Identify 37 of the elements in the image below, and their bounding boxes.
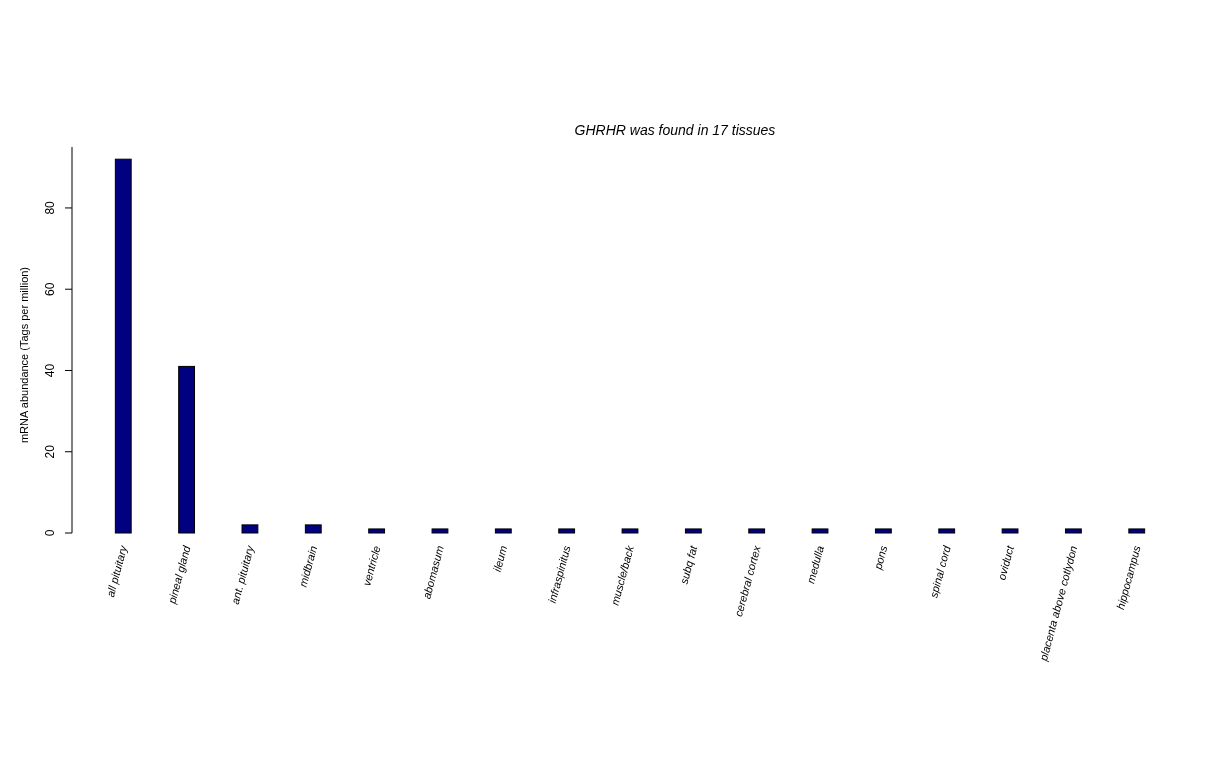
x-tick-label: ant. pituitary — [228, 542, 257, 606]
x-tick-label: placenta above cotlydon — [1036, 544, 1080, 664]
x-tick-label: medulla — [804, 544, 826, 585]
bar — [684, 528, 702, 534]
bar — [241, 524, 259, 534]
chart-title: GHRHR was found in 17 tissues — [574, 122, 776, 138]
bar — [874, 528, 892, 534]
x-tick-label: ventricle — [360, 544, 383, 588]
x-tick-label: midbrain — [296, 544, 320, 589]
y-tick-label: 60 — [43, 282, 57, 296]
x-tick-label: all pituitary — [103, 542, 130, 599]
x-tick-label: oviduct — [995, 543, 1017, 582]
x-tick-label: subq fat — [677, 543, 700, 586]
bar — [1128, 528, 1146, 534]
y-tick-label: 80 — [43, 200, 57, 215]
x-tick-label: cerebral cortex — [732, 543, 763, 618]
bar — [621, 528, 639, 534]
bar — [558, 528, 576, 534]
y-tick-label: 20 — [43, 444, 57, 459]
y-tick-label: 0 — [43, 529, 57, 537]
bar — [811, 528, 829, 534]
bar — [304, 524, 322, 534]
bar — [178, 365, 196, 534]
bar — [494, 528, 512, 534]
bar — [114, 158, 132, 534]
bar — [431, 528, 449, 534]
bar — [938, 528, 956, 534]
bar — [368, 528, 386, 534]
x-tick-label: ileum — [490, 544, 510, 573]
x-tick-label: spinal cord — [927, 543, 953, 599]
x-tick-label: pons — [871, 543, 890, 572]
y-axis-title: mRNA abundance (Tags per million) — [18, 266, 30, 444]
y-tick-label: 40 — [43, 363, 57, 378]
x-tick-label: pineal gland — [165, 543, 193, 606]
bar — [1064, 528, 1082, 534]
bar — [748, 528, 766, 534]
bar — [1001, 528, 1019, 534]
